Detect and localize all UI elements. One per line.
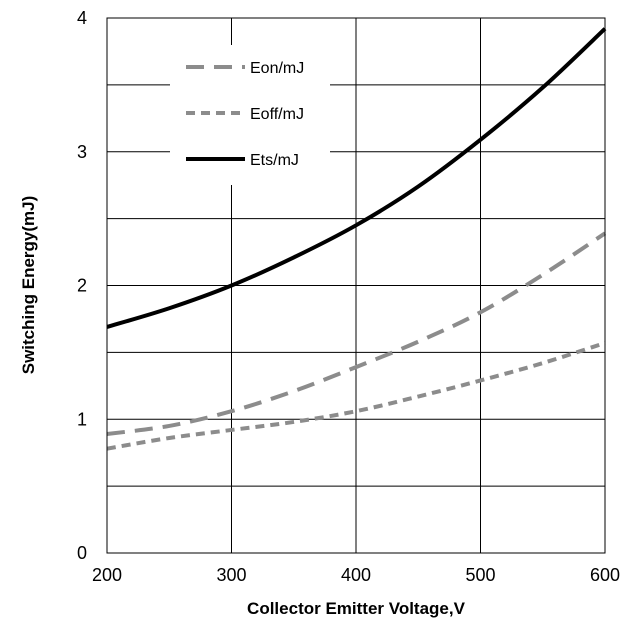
tick-labels: 200 300 400 500 600 0 1 2 3 4 [77, 8, 620, 585]
plot-frame [106, 17, 606, 554]
y-axis-title: Switching Energy(mJ) [19, 196, 38, 375]
legend: Eon/mJ Eoff/mJ Ets/mJ [186, 60, 304, 169]
y-tick-label-4: 4 [77, 8, 87, 28]
x-tick-label-2: 400 [341, 565, 371, 585]
series-line-ets-mj [106, 27, 607, 329]
legend-label-0: Eon/mJ [250, 60, 304, 77]
y-tick-label-0: 0 [77, 543, 87, 563]
x-axis-title: Collector Emitter Voltage,V [247, 599, 466, 618]
x-tick-label-3: 500 [465, 565, 495, 585]
x-tick-label-1: 300 [216, 565, 246, 585]
series-line-eon-mj [106, 231, 607, 436]
y-tick-label-1: 1 [77, 409, 87, 429]
x-tick-label-4: 600 [590, 565, 620, 585]
y-tick-label-3: 3 [77, 142, 87, 162]
legend-label-1: Eoff/mJ [250, 106, 304, 123]
y-tick-label-2: 2 [77, 276, 87, 296]
series-lines [106, 27, 607, 451]
series-line-eoff-mj [106, 341, 606, 451]
legend-label-2: Ets/mJ [250, 152, 299, 169]
x-tick-label-0: 200 [92, 565, 122, 585]
